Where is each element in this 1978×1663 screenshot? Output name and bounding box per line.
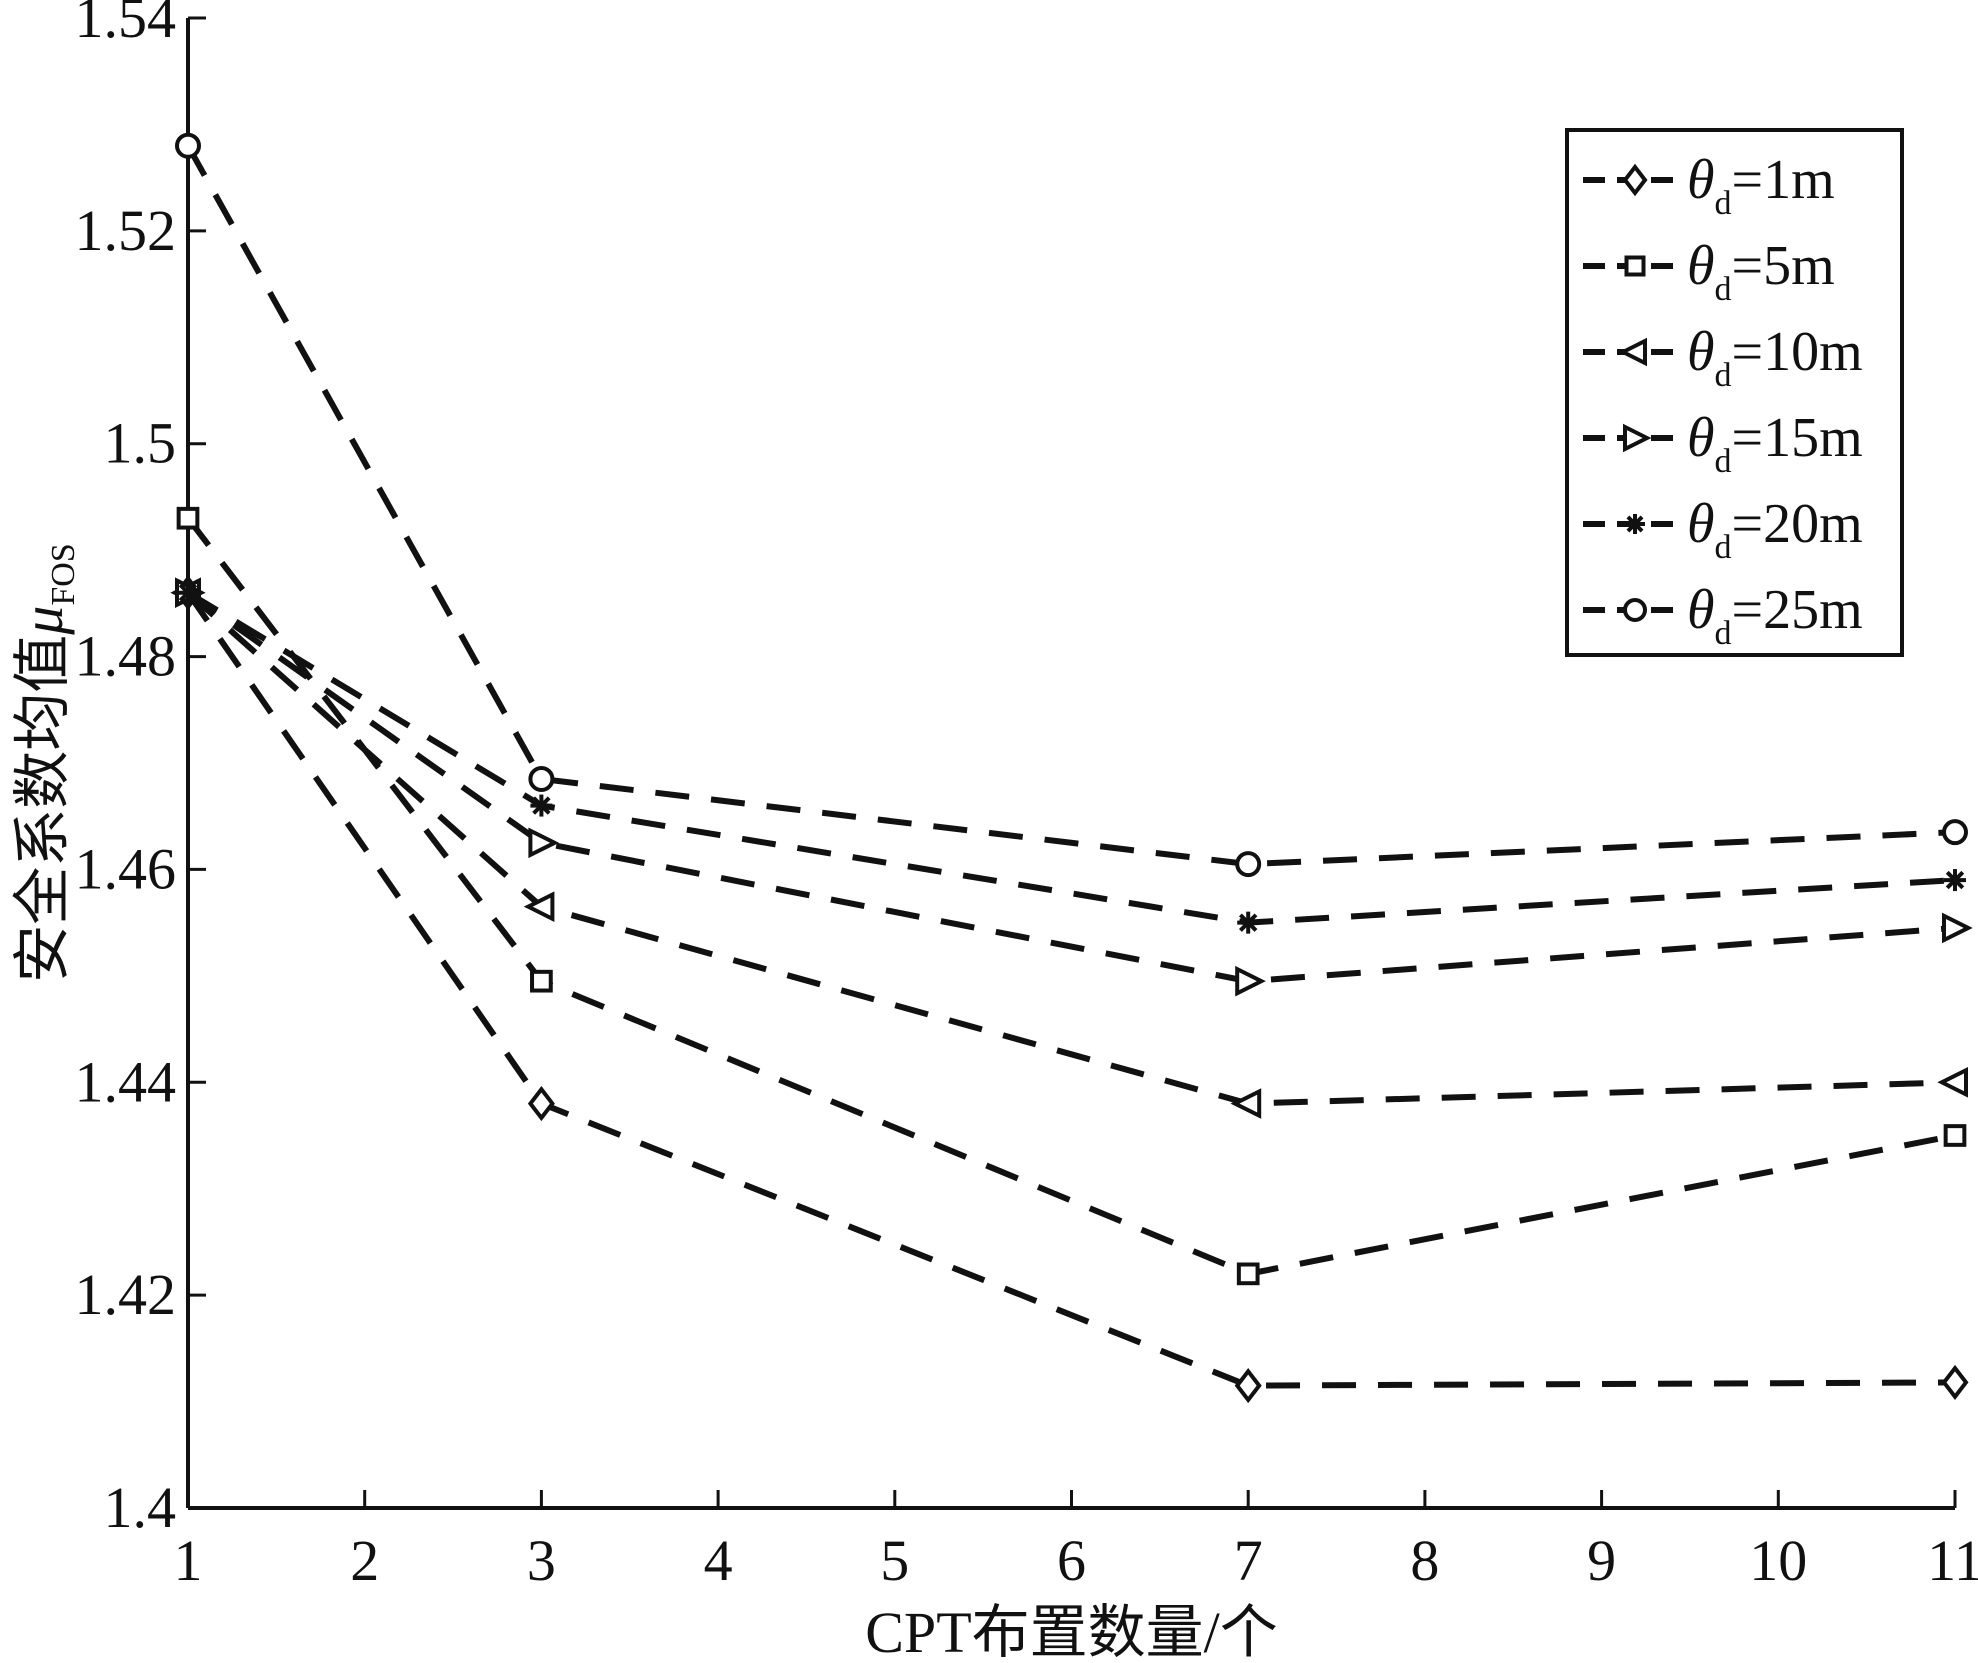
legend-label-subscript: d <box>1715 185 1732 222</box>
data-point-marker <box>530 969 553 993</box>
y-axis-label-main: 安全系数均值 <box>10 635 75 983</box>
x-tick-label: 2 <box>350 1528 379 1593</box>
x-tick-label: 10 <box>1749 1528 1807 1593</box>
legend-item: θd=1m <box>1583 149 1835 222</box>
y-tick-label: 1.42 <box>75 1262 177 1327</box>
x-tick-label: 9 <box>1587 1528 1616 1593</box>
x-tick-label: 4 <box>704 1528 733 1593</box>
y-axis-label-symbol: μ <box>10 606 75 636</box>
legend-label-subscript: d <box>1715 443 1732 480</box>
series-line <box>186 590 1956 926</box>
data-point-marker <box>1236 1262 1260 1286</box>
series-line <box>186 590 1956 1107</box>
series-line <box>185 144 1956 868</box>
legend-label-symbol: θ <box>1687 407 1715 469</box>
data-point-marker <box>1624 255 1646 277</box>
y-tick-label: 1.54 <box>75 0 177 50</box>
legend-label-subscript: d <box>1715 529 1732 566</box>
y-tick-label: 1.52 <box>75 198 177 263</box>
series-layer <box>170 132 1973 1404</box>
data-point-marker <box>1237 911 1260 934</box>
data-point-marker <box>177 581 199 604</box>
legend-item: θd=20m <box>1583 493 1863 566</box>
legend-label: θd=20m <box>1687 493 1863 566</box>
legend-label-suffix: =5m <box>1732 235 1835 297</box>
series-θd=1m <box>174 575 1969 1404</box>
legend-label: θd=15m <box>1687 407 1863 480</box>
series-line <box>186 590 1956 985</box>
data-point-marker <box>528 765 555 792</box>
data-point-marker <box>523 891 555 923</box>
x-axis-label: CPT布置数量/个 <box>865 1600 1278 1663</box>
x-tick-label: 3 <box>527 1528 556 1593</box>
data-point-marker <box>1623 598 1647 622</box>
legend-box <box>1565 128 1904 657</box>
data-point-marker <box>1625 514 1645 534</box>
legend-item: θd=15m <box>1583 407 1863 480</box>
legend-label-symbol: θ <box>1687 149 1715 211</box>
y-tick-label: 1.48 <box>75 624 177 689</box>
y-tick-label: 1.4 <box>104 1475 177 1540</box>
legend-label: θd=5m <box>1687 235 1835 308</box>
legend-item: θd=10m <box>1583 321 1863 394</box>
x-tick-label: 1 <box>174 1528 203 1593</box>
legend-label-subscript: d <box>1715 271 1732 308</box>
data-point-marker <box>176 506 200 530</box>
y-tick-label: 1.46 <box>75 836 177 901</box>
legend-label-suffix: =10m <box>1732 321 1863 383</box>
legend-item: θd=25m <box>1583 579 1863 652</box>
series-θd=20m <box>177 581 1966 934</box>
y-axis-label-subscript: FOS <box>45 543 82 605</box>
y-axis-label: 安全系数均值μFOS <box>10 543 82 983</box>
legend-label-symbol: θ <box>1687 579 1715 641</box>
legend-label-symbol: θ <box>1687 493 1715 555</box>
data-point-marker <box>1944 869 1966 892</box>
legend-label-subscript: d <box>1715 357 1732 394</box>
data-point-marker <box>1618 337 1647 367</box>
data-point-marker <box>530 794 553 817</box>
x-tick-label: 7 <box>1234 1528 1263 1593</box>
x-tick-label: 8 <box>1410 1528 1439 1593</box>
legend-item: θd=5m <box>1583 235 1835 308</box>
series-line <box>185 591 1956 1389</box>
x-tick-label: 6 <box>1057 1528 1086 1593</box>
legend-label: θd=1m <box>1687 149 1835 222</box>
data-point-marker <box>1234 1368 1262 1404</box>
legend-label: θd=10m <box>1687 321 1863 394</box>
legend-label-suffix: =15m <box>1732 407 1863 469</box>
legend-label-symbol: θ <box>1687 235 1715 297</box>
legend-label-suffix: =25m <box>1732 579 1863 641</box>
legend-label-subscript: d <box>1715 615 1732 652</box>
data-point-marker <box>1943 1124 1967 1147</box>
data-point-marker <box>1937 1066 1968 1098</box>
x-tick-label: 11 <box>1927 1528 1978 1593</box>
legend-label: θd=25m <box>1687 579 1863 652</box>
data-point-marker <box>1230 1088 1262 1119</box>
legend-label-suffix: =20m <box>1732 493 1863 555</box>
data-point-marker <box>1941 1364 1969 1400</box>
data-point-marker <box>527 1085 555 1122</box>
data-point-marker <box>1622 163 1648 197</box>
y-tick-label: 1.5 <box>104 411 177 476</box>
legend-label-suffix: =1m <box>1732 149 1835 211</box>
axes: 1 2 3 4 5 6 7 8 9 10 11 1.4 1.42 1.44 1.46 1.48 1.5 1.52 1… <box>10 0 1978 1663</box>
x-tick-label: 5 <box>880 1528 909 1593</box>
data-point-marker <box>1235 965 1266 997</box>
data-point-marker <box>1942 819 1968 846</box>
legend-label-symbol: θ <box>1687 321 1715 383</box>
series-θd=25m <box>175 132 1968 878</box>
data-point-marker <box>175 132 201 159</box>
data-point-marker <box>528 827 560 859</box>
data-point-marker <box>1235 851 1262 878</box>
data-point-marker <box>1942 912 1973 944</box>
data-point-marker <box>1623 423 1652 453</box>
y-tick-label: 1.44 <box>75 1049 177 1114</box>
